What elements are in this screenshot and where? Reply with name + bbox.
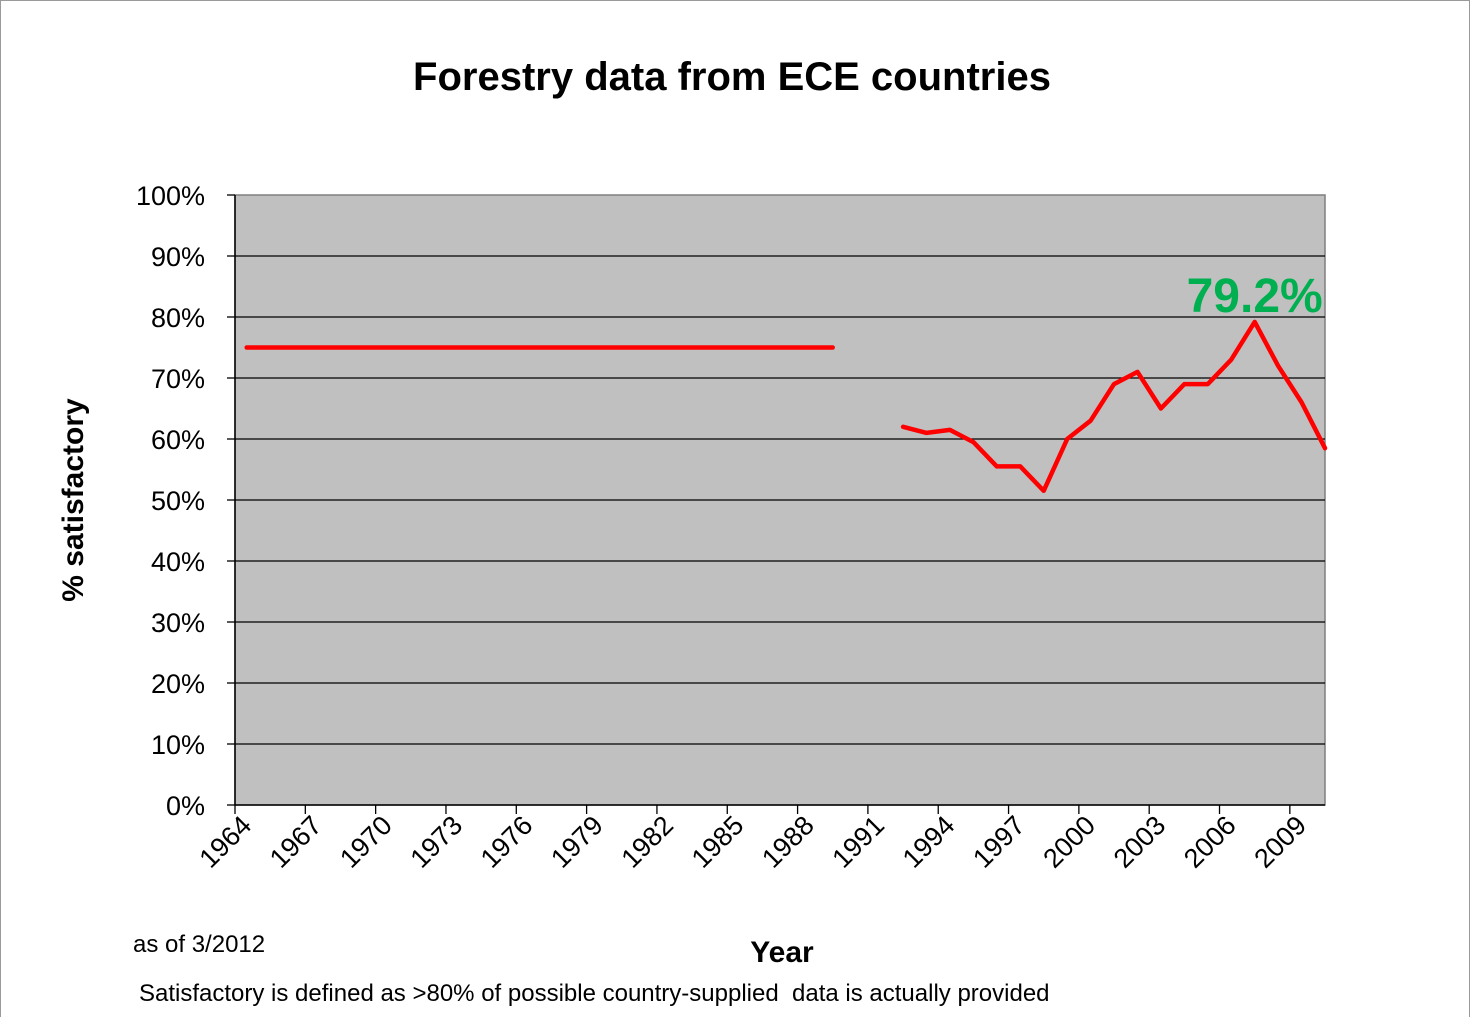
x-tick-label: 1967 bbox=[264, 810, 328, 874]
x-tick-label: 2000 bbox=[1037, 810, 1101, 874]
y-tick-label: 60% bbox=[151, 425, 205, 455]
x-tick-label: 1991 bbox=[826, 810, 890, 874]
x-tick-label: 1973 bbox=[405, 810, 469, 874]
y-tick-label: 80% bbox=[151, 303, 205, 333]
x-tick-label: 2006 bbox=[1178, 810, 1242, 874]
x-tick-label: 1982 bbox=[615, 810, 679, 874]
series-lines bbox=[244, 319, 1328, 494]
x-tick-label: 1976 bbox=[475, 810, 539, 874]
y-tick-label: 20% bbox=[151, 669, 205, 699]
as-of-note: as of 3/2012 bbox=[133, 931, 265, 958]
series-line bbox=[900, 319, 1328, 494]
x-tick-label: 1994 bbox=[897, 810, 961, 874]
y-tick-labels: 0% 10% 20% 30% 40% 50% 60% 70% 80% 90% 100% bbox=[136, 181, 235, 821]
y-tick-label: 0% bbox=[166, 791, 205, 821]
y-tick-label: 30% bbox=[151, 608, 205, 638]
x-tick-label: 1997 bbox=[967, 810, 1031, 874]
y-tick-label: 40% bbox=[151, 547, 205, 577]
y-tick-label: 70% bbox=[151, 364, 205, 394]
chart-title: Forestry data from ECE countries bbox=[413, 55, 1051, 99]
peak-value-label: 79.2% bbox=[1187, 270, 1323, 323]
x-tick-labels: 1964 1967 1970 1973 1976 1979 1982 1985 1988 1991… bbox=[194, 805, 1312, 874]
x-axis-title: Year bbox=[750, 936, 814, 969]
x-tick-label: 1979 bbox=[545, 810, 609, 874]
annotations: 79.2% bbox=[1187, 270, 1323, 323]
y-axis-title: % satisfactory bbox=[57, 398, 90, 602]
y-tick-label: 50% bbox=[151, 486, 205, 516]
x-tick-label: 2003 bbox=[1108, 810, 1172, 874]
y-tick-label: 10% bbox=[151, 730, 205, 760]
x-tick-label: 1988 bbox=[756, 810, 820, 874]
x-tick-label: 2009 bbox=[1248, 810, 1312, 874]
y-tick-label: 100% bbox=[136, 181, 205, 211]
definition-note: Satisfactory is defined as >80% of possi… bbox=[139, 980, 1050, 1007]
x-tick-label: 1970 bbox=[334, 810, 398, 874]
y-tick-label: 90% bbox=[151, 242, 205, 272]
x-tick-label: 1985 bbox=[686, 810, 750, 874]
